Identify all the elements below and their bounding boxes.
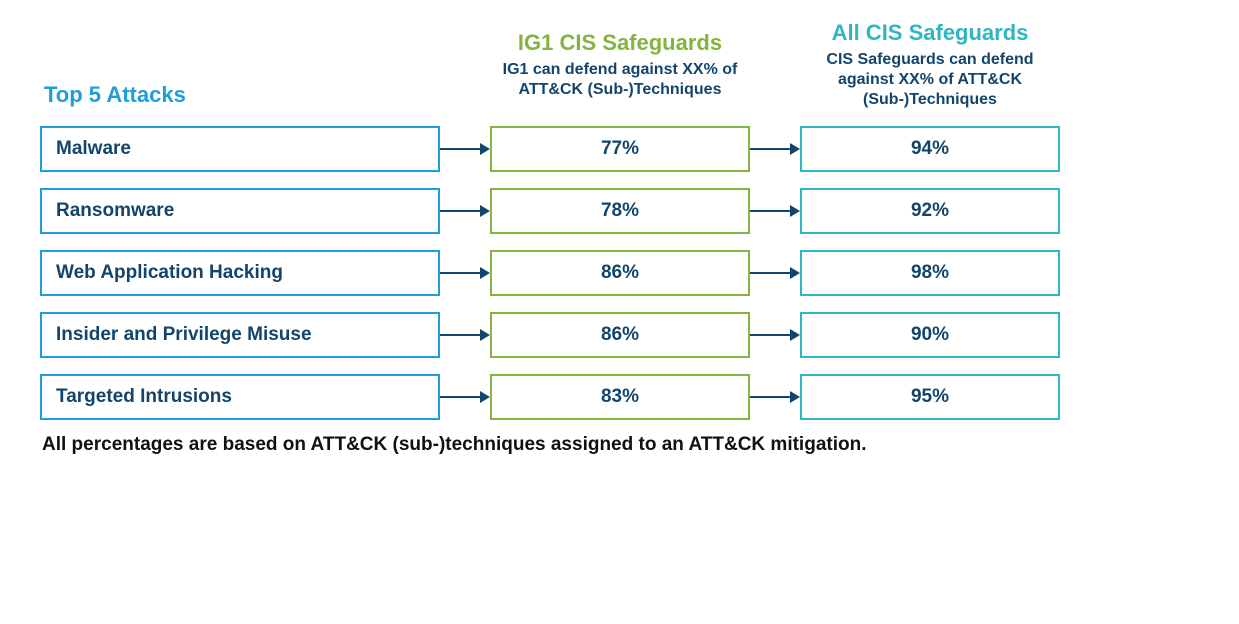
top5-header: Top 5 Attacks	[40, 82, 440, 110]
attack-box: Targeted Intrusions	[40, 374, 440, 420]
all-title: All CIS Safeguards	[800, 20, 1060, 46]
footnote-text: All percentages are based on ATT&CK (sub…	[40, 434, 1199, 456]
ig1-box: 83%	[490, 374, 750, 420]
arrow-right-icon	[750, 201, 800, 221]
arrow-right-icon	[440, 139, 490, 159]
arrow-right-icon	[440, 387, 490, 407]
all-box: 92%	[800, 188, 1060, 234]
arrow-right-icon	[440, 201, 490, 221]
attack-box: Insider and Privilege Misuse	[40, 312, 440, 358]
all-subtitle: CIS Safeguards can defend against XX% of…	[800, 50, 1060, 110]
ig1-header: IG1 CIS Safeguards IG1 can defend agains…	[490, 30, 750, 100]
attack-box: Ransomware	[40, 188, 440, 234]
arrow-right-icon	[750, 387, 800, 407]
all-box: 95%	[800, 374, 1060, 420]
ig1-box: 78%	[490, 188, 750, 234]
arrow-right-icon	[750, 139, 800, 159]
ig1-subtitle: IG1 can defend against XX% of ATT&CK (Su…	[490, 60, 750, 100]
all-box: 90%	[800, 312, 1060, 358]
all-box: 94%	[800, 126, 1060, 172]
attack-box: Malware	[40, 126, 440, 172]
ig1-title: IG1 CIS Safeguards	[490, 30, 750, 56]
all-box: 98%	[800, 250, 1060, 296]
ig1-box: 86%	[490, 250, 750, 296]
attack-box: Web Application Hacking	[40, 250, 440, 296]
ig1-box: 77%	[490, 126, 750, 172]
arrow-right-icon	[750, 325, 800, 345]
arrow-right-icon	[440, 263, 490, 283]
safeguards-grid: Top 5 Attacks IG1 CIS Safeguards IG1 can…	[40, 20, 1199, 420]
arrow-right-icon	[440, 325, 490, 345]
all-header: All CIS Safeguards CIS Safeguards can de…	[800, 20, 1060, 110]
arrow-right-icon	[750, 263, 800, 283]
ig1-box: 86%	[490, 312, 750, 358]
